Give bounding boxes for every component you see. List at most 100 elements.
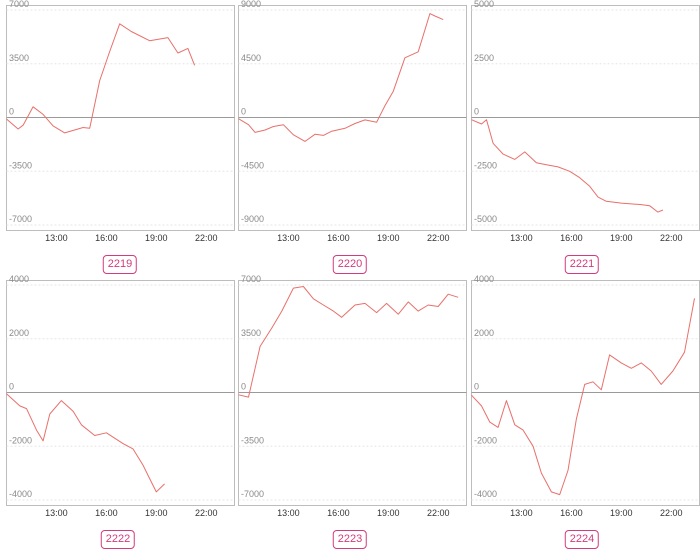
chart-label-2222[interactable]: 2222 (100, 530, 136, 549)
y-tick-label: -7000 (241, 489, 264, 499)
data-point (132, 448, 134, 450)
chart-2221: 5000 2500 0 -2500 -5000 13:00 16:00 19:00 22:00 (470, 0, 700, 243)
data-point (620, 362, 622, 364)
data-point (80, 424, 82, 426)
data-point (384, 104, 386, 106)
data-point (5, 118, 7, 120)
data-point (105, 432, 107, 434)
data-point (437, 305, 439, 307)
data-point (60, 399, 62, 401)
data-point (640, 203, 642, 205)
data-point (322, 304, 324, 306)
y-tick-label: 3500 (241, 328, 261, 338)
data-point (148, 40, 150, 42)
series-line (471, 119, 664, 213)
data-point (292, 134, 294, 136)
data-point (588, 185, 590, 187)
data-point (142, 464, 144, 466)
data-point (42, 440, 44, 442)
chart-label-2219[interactable]: 2219 (102, 255, 138, 274)
data-point (271, 327, 273, 329)
chart-label-2220[interactable]: 2220 (332, 255, 368, 274)
chart-label-2223[interactable]: 2223 (332, 530, 368, 549)
data-point (314, 133, 316, 135)
data-point (522, 429, 524, 431)
data-point (177, 52, 179, 54)
data-point (330, 130, 332, 132)
data-point (575, 418, 577, 420)
series-line (238, 286, 459, 398)
data-point (470, 118, 472, 120)
data-point (17, 128, 19, 130)
data-point (535, 161, 537, 163)
data-point (264, 129, 266, 131)
data-point (364, 119, 366, 121)
data-point (608, 354, 610, 356)
data-point (447, 293, 449, 295)
data-point (247, 396, 249, 398)
data-point (660, 383, 662, 385)
y-tick-label: 2000 (474, 328, 494, 338)
data-point (282, 123, 284, 125)
y-tick-label: -4500 (241, 160, 264, 170)
data-point (64, 132, 66, 134)
data-point (404, 57, 406, 59)
chart-panel-2220: 9000 4500 0 -4500 -9000 13:00 16:00 19:00 22:00 … (238, 0, 467, 275)
data-point (89, 127, 91, 129)
series-line (6, 23, 196, 134)
y-tick-label: 4500 (241, 53, 261, 63)
data-point (630, 367, 632, 369)
data-point (640, 362, 642, 364)
data-point (457, 296, 459, 298)
y-tick-label: 9000 (241, 0, 261, 9)
y-tick-label: 0 (241, 107, 246, 117)
data-point (52, 125, 54, 127)
data-point (417, 310, 419, 312)
data-point (567, 469, 569, 471)
data-point (429, 12, 431, 14)
chart-2224: 4000 2000 0 -2000 -4000 13:00 16:00 19:00 22:00 (470, 274, 700, 518)
data-point (434, 15, 436, 17)
x-tick-label: 16:00 (95, 233, 118, 243)
x-tick-label: 16:00 (327, 233, 350, 243)
data-point (480, 123, 482, 125)
y-tick-label: 0 (474, 382, 479, 392)
chart-label-2221[interactable]: 2221 (564, 255, 600, 274)
data-point (427, 304, 429, 306)
data-point (19, 405, 21, 407)
x-tick-label: 13:00 (45, 508, 68, 518)
x-tick-label: 22:00 (427, 233, 450, 243)
y-tick-label: -2000 (474, 435, 497, 445)
data-point (32, 106, 34, 108)
data-point (259, 345, 261, 347)
chart-2219: 7000 3500 0 -3500 -7000 13:00 16:00 19:00 22:00 (5, 0, 235, 243)
data-point (583, 383, 585, 385)
data-point (470, 394, 472, 396)
data-point (322, 134, 324, 136)
data-point (442, 18, 444, 20)
y-tick-label: 5000 (474, 0, 494, 9)
y-tick-label: -9000 (241, 214, 264, 224)
data-point (648, 204, 650, 206)
x-tick-label: 13:00 (277, 508, 300, 518)
data-point (497, 426, 499, 428)
x-tick-label: 13:00 (277, 233, 300, 243)
data-point (42, 113, 44, 115)
y-tick-label: 2000 (9, 328, 29, 338)
data-point (375, 311, 377, 313)
y-tick-label: 0 (241, 382, 246, 392)
y-tick-label: -3500 (241, 435, 264, 445)
x-tick-label: 19:00 (377, 233, 400, 243)
data-point (568, 170, 570, 172)
data-point (597, 196, 599, 198)
data-point (480, 405, 482, 407)
data-point (502, 153, 504, 155)
data-point (662, 209, 664, 211)
x-tick-label: 16:00 (327, 508, 350, 518)
x-tick-label: 19:00 (610, 233, 633, 243)
data-point (5, 393, 7, 395)
data-point (505, 399, 507, 401)
data-point (148, 477, 150, 479)
chart-2223: 7000 3500 0 -3500 -7000 13:00 16:00 19:00 22:00 (238, 274, 467, 518)
chart-label-2224[interactable]: 2224 (564, 530, 600, 549)
